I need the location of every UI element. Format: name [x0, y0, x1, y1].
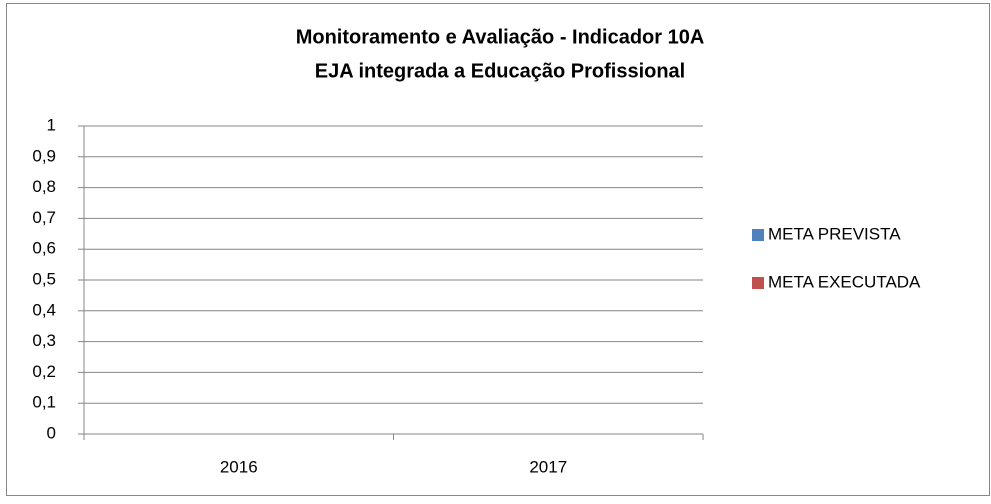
y-tick-label: 0,8	[32, 177, 56, 196]
legend-label: META EXECUTADA	[768, 272, 921, 291]
legend-label: META PREVISTA	[768, 224, 901, 243]
y-tick-label: 0,4	[32, 300, 56, 319]
x-tick-label: 2017	[529, 457, 567, 476]
chart-subtitle: EJA integrada a Educação Profissional	[315, 60, 686, 82]
legend-swatch	[752, 229, 764, 241]
legend-swatch	[752, 277, 764, 289]
y-tick-label: 0,6	[32, 239, 56, 258]
y-tick-label: 0	[47, 423, 56, 442]
y-tick-label: 0,7	[32, 208, 56, 227]
y-tick-label: 1	[47, 115, 56, 134]
chart-title: Monitoramento e Avaliação - Indicador 10…	[296, 26, 705, 48]
y-tick-label: 0,3	[32, 331, 56, 350]
y-tick-label: 0,1	[32, 393, 56, 412]
y-tick-label: 0,9	[32, 146, 56, 165]
y-tick-label: 0,5	[32, 269, 56, 288]
x-tick-label: 2016	[220, 457, 258, 476]
y-tick-label: 0,2	[32, 362, 56, 381]
